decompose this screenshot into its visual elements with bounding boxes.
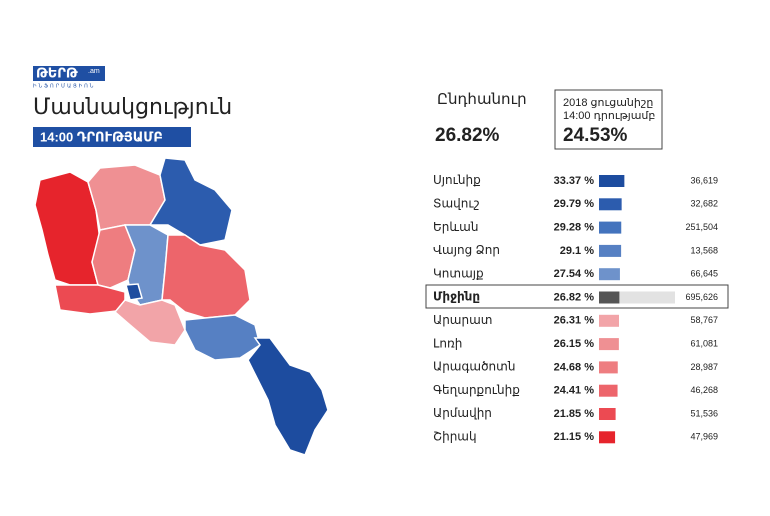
bar bbox=[599, 268, 620, 281]
value-label: 24.41 % bbox=[554, 385, 595, 397]
logo-suffix: .am bbox=[88, 68, 100, 75]
voters: 251,504 bbox=[685, 222, 718, 232]
value-label: 26.15 % bbox=[554, 338, 595, 350]
voters: 46,268 bbox=[690, 385, 718, 395]
voters: 66,645 bbox=[690, 269, 718, 279]
bar bbox=[599, 408, 616, 420]
region-name: Կոտայք bbox=[433, 266, 484, 280]
region-syunik bbox=[247, 337, 329, 456]
region-name: Գեղարքունիք bbox=[433, 383, 520, 397]
region-name: Լոռի bbox=[433, 336, 462, 350]
bar bbox=[599, 198, 622, 211]
region-name: Արմավիր bbox=[433, 406, 492, 420]
badge-box bbox=[33, 127, 191, 147]
average-box bbox=[425, 284, 729, 309]
title: Մասնակցություն bbox=[33, 94, 232, 119]
badge: 14:00 ԴՐՈՒԹՅԱՄԲ bbox=[40, 129, 163, 144]
voters: 28,987 bbox=[690, 362, 718, 372]
previous-value: 24.53% bbox=[563, 125, 628, 146]
value-label: 21.15 % bbox=[554, 431, 595, 443]
bar bbox=[599, 175, 625, 187]
bar bbox=[599, 221, 622, 234]
previous-box bbox=[554, 89, 663, 150]
logo-box bbox=[33, 66, 105, 81]
region-name: Շիրակ bbox=[433, 429, 477, 443]
previous-label: 2018 ցուցանիշը 14:00 դրությամբ bbox=[563, 97, 655, 122]
average-value-label: 26.82 % bbox=[554, 291, 595, 303]
map bbox=[34, 157, 329, 456]
value-label: 26.31 % bbox=[554, 315, 595, 327]
voters: 61,081 bbox=[690, 338, 718, 348]
voters: 51,536 bbox=[690, 408, 718, 418]
region-name: Վայոց Ձոր bbox=[433, 243, 500, 257]
value-label: 27.54 % bbox=[554, 268, 595, 280]
bar bbox=[599, 361, 618, 374]
voters: 32,682 bbox=[690, 199, 718, 209]
bar bbox=[599, 244, 622, 257]
region-ararat bbox=[113, 299, 186, 346]
bar bbox=[599, 431, 616, 444]
bar bbox=[599, 338, 619, 351]
region-armavir bbox=[54, 284, 126, 315]
region-name: Արարատ bbox=[433, 313, 492, 327]
region-name: Արագածոտն bbox=[433, 360, 515, 374]
value-label: 21.85 % bbox=[554, 408, 595, 420]
region-name: Սյունիք bbox=[433, 173, 481, 187]
region-name: Տավուշ bbox=[433, 196, 480, 210]
region-name: Երևան bbox=[433, 220, 478, 234]
region-yerevan bbox=[125, 283, 143, 301]
bar bbox=[599, 314, 619, 327]
logo-name: ԹԵՐԹ bbox=[36, 65, 78, 80]
average-name: Միջինը bbox=[433, 290, 480, 304]
bar bbox=[599, 384, 618, 397]
value-label: 29.1 % bbox=[560, 245, 594, 257]
value-label: 33.37 % bbox=[554, 175, 595, 187]
value-label: 29.79 % bbox=[554, 198, 595, 210]
total-label: Ընդհանուր bbox=[437, 91, 527, 108]
average-voters: 695,626 bbox=[685, 292, 718, 302]
voters: 36,619 bbox=[690, 175, 718, 185]
value-label: 29.28 % bbox=[554, 222, 595, 234]
bar bbox=[599, 291, 620, 304]
logo-tagline: ԻՆՖՈՐՄԱՑԻՈՆ bbox=[33, 83, 95, 89]
voters: 47,969 bbox=[690, 432, 718, 442]
total-value: 26.82% bbox=[435, 125, 500, 146]
region-vayots-dzor bbox=[184, 314, 261, 361]
voters: 58,767 bbox=[690, 315, 718, 325]
voters: 13,568 bbox=[690, 245, 718, 255]
value-label: 24.68 % bbox=[554, 361, 595, 373]
